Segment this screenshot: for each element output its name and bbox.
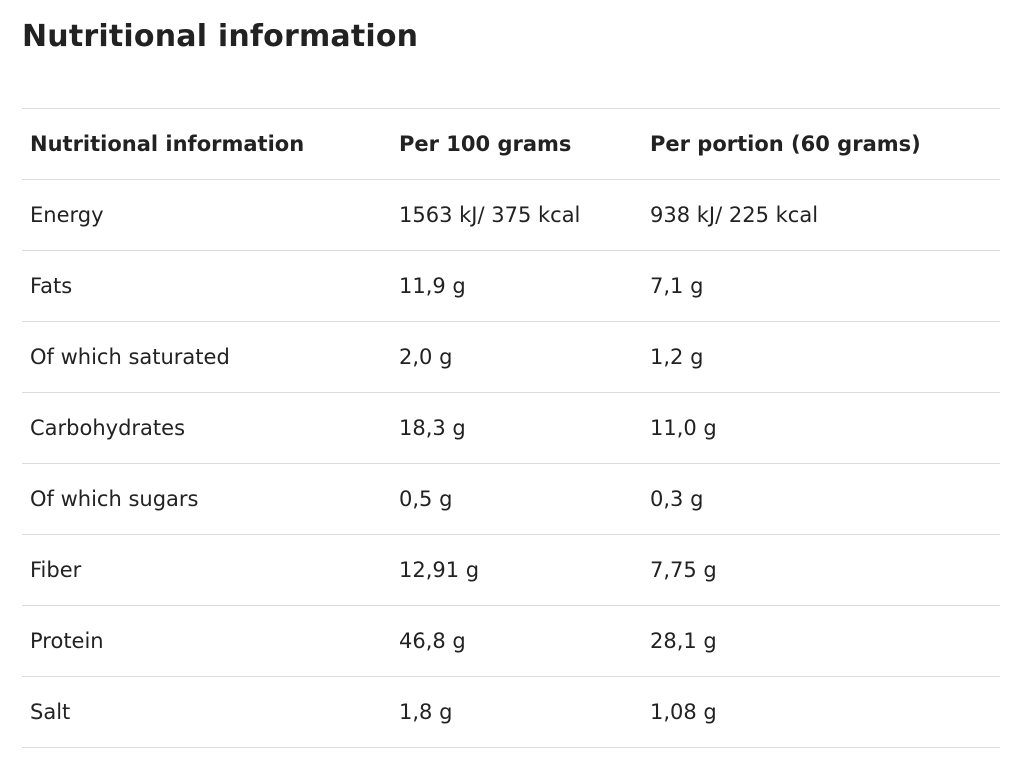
per-100-value: 1563 kJ/ 375 kcal [391,179,642,251]
per-100-value: 46,8 g [391,605,642,677]
nutrient-name: Of which saturated [22,321,391,393]
per-100-value: 12,91 g [391,534,642,606]
per-100-value: 18,3 g [391,392,642,464]
nutrient-name: Salt [22,676,391,748]
per-portion-value: 0,3 g [642,463,1000,535]
column-header-per-100-grams: Per 100 grams [391,108,642,180]
per-portion-value: 11,0 g [642,392,1000,464]
table-row: Fiber 12,91 g 7,75 g [22,534,1000,606]
nutrient-name: Fiber [22,534,391,606]
table-row: Energy 1563 kJ/ 375 kcal 938 kJ/ 225 kca… [22,179,1000,251]
per-100-value: 2,0 g [391,321,642,393]
column-header-nutrient: Nutritional information [22,108,391,180]
table-row: Salt 1,8 g 1,08 g [22,676,1000,748]
per-100-value: 0,5 g [391,463,642,535]
nutrient-name: Carbohydrates [22,392,391,464]
per-100-value: 1,8 g [391,676,642,748]
nutrition-table: Nutritional information Per 100 grams Pe… [22,108,1000,748]
table-row: Protein 46,8 g 28,1 g [22,605,1000,677]
table-row: Of which sugars 0,5 g 0,3 g [22,463,1000,535]
per-portion-value: 28,1 g [642,605,1000,677]
per-100-value: 11,9 g [391,250,642,322]
nutrient-name: Fats [22,250,391,322]
table-row: Carbohydrates 18,3 g 11,0 g [22,392,1000,464]
per-portion-value: 7,1 g [642,250,1000,322]
table-header-row: Nutritional information Per 100 grams Pe… [22,108,1000,180]
nutrient-name: Protein [22,605,391,677]
table-row: Fats 11,9 g 7,1 g [22,250,1000,322]
table-row: Of which saturated 2,0 g 1,2 g [22,321,1000,393]
per-portion-value: 938 kJ/ 225 kcal [642,179,1000,251]
per-portion-value: 1,08 g [642,676,1000,748]
per-portion-value: 1,2 g [642,321,1000,393]
column-header-per-portion: Per portion (60 grams) [642,108,1000,180]
per-portion-value: 7,75 g [642,534,1000,606]
nutrient-name: Of which sugars [22,463,391,535]
nutrient-name: Energy [22,179,391,251]
page-title: Nutritional information [22,19,419,54]
